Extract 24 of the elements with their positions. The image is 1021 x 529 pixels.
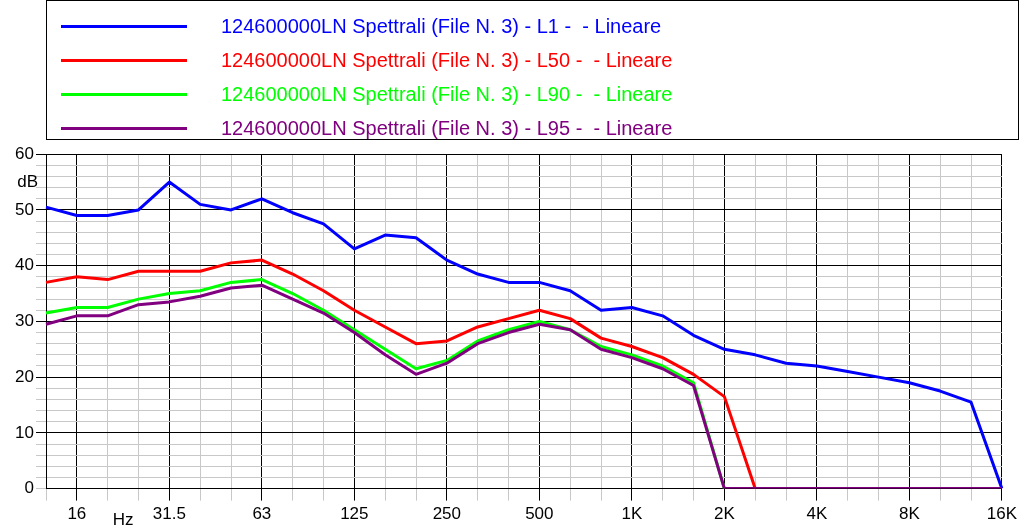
y-tick-label: 40 [15, 255, 34, 275]
text: 124600000LN Spettrali (File N. 3) - L50 - - Lineare [221, 48, 673, 72]
x-tick-label: 4K [806, 504, 828, 524]
y-tick-label: 20 [15, 366, 34, 386]
x-axis-title: Hz [112, 509, 134, 529]
text: 124600000LN Spettrali (File N. 3) - L1 - - Lineare [221, 14, 662, 38]
text: 124600000LN Spettrali (File N. 3) - L90 - - Lineare [221, 82, 673, 106]
y-axis-title: dB [17, 171, 38, 191]
y-tick-label: 0 [24, 478, 34, 498]
y-tick-label: 10 [15, 422, 34, 442]
x-tick-label: 16 [67, 504, 87, 524]
x-tick-label: 1K [621, 504, 643, 524]
x-tick-label: 125 [340, 504, 369, 524]
x-tick-label: 8K [898, 504, 921, 524]
x-tick-label: 63 [252, 504, 272, 524]
y-tick-label: 50 [15, 199, 34, 219]
x-tick-label: 31.5 [152, 504, 186, 524]
x-tick-label: 500 [525, 504, 554, 524]
x-tick-label: 2K [713, 504, 736, 524]
x-tick-label: 250 [432, 504, 462, 524]
x-tick-label: 16K [986, 504, 1018, 524]
text: 124600000LN Spettrali (File N. 3) - L95 - - Lineare [221, 116, 673, 140]
y-tick-label: 60 [15, 143, 34, 163]
y-tick-label: 30 [15, 311, 34, 331]
